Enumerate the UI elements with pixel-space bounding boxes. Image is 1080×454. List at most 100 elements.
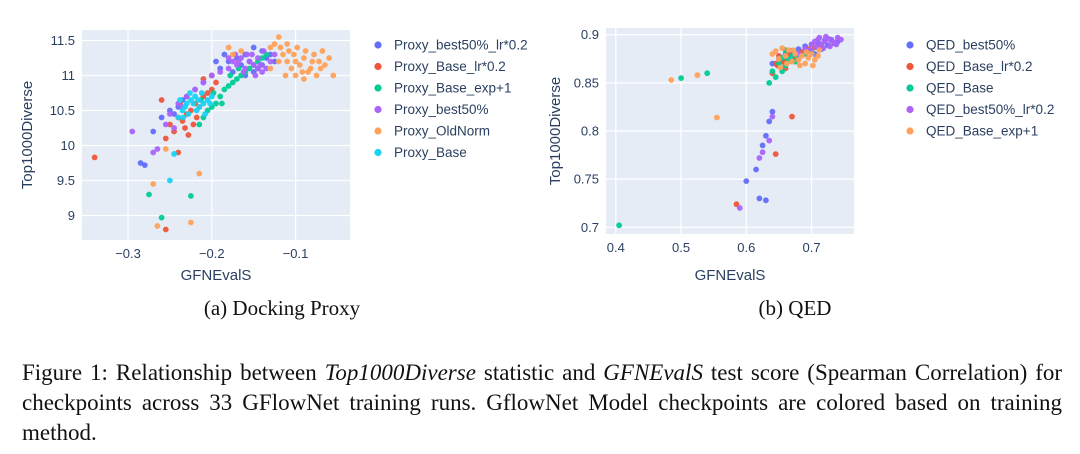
- data-point: [777, 64, 784, 71]
- data-point: [783, 60, 790, 67]
- plot-background: [82, 30, 350, 240]
- data-point: [167, 177, 173, 184]
- y-tick-label: 0.85: [574, 75, 599, 90]
- data-point: [202, 111, 209, 117]
- data-point: [208, 72, 215, 79]
- data-point: [193, 107, 200, 114]
- legend-marker: [374, 127, 382, 135]
- legend-marker: [906, 62, 914, 71]
- data-point: [827, 43, 833, 50]
- x-tick-label: 0.5: [672, 240, 690, 255]
- data-point: [167, 121, 173, 128]
- caption-label: Figure 1:: [22, 360, 108, 385]
- legend-marker: [906, 41, 914, 49]
- caption-part1: Relationship between: [115, 360, 317, 385]
- data-point: [227, 72, 234, 79]
- y-tick-label: 10: [61, 138, 75, 153]
- data-point: [291, 51, 297, 58]
- data-point: [162, 146, 169, 152]
- data-point: [221, 51, 228, 58]
- data-point: [714, 114, 720, 121]
- data-point: [838, 36, 844, 43]
- data-point: [200, 100, 207, 107]
- data-point: [319, 48, 326, 54]
- data-point: [198, 90, 205, 96]
- legend-marker: [374, 41, 382, 49]
- x-axis-label: GFNEvalS: [181, 267, 252, 284]
- caption-part3: test score (Spearman Correlation) for ch…: [22, 360, 1063, 445]
- data-point: [229, 79, 236, 86]
- data-point: [225, 55, 232, 61]
- data-point: [811, 56, 818, 63]
- data-point: [694, 72, 701, 79]
- data-point: [296, 62, 303, 68]
- data-point: [154, 223, 161, 229]
- data-point: [330, 72, 337, 79]
- legend-label: QED_Base_lr*0.2: [926, 59, 1033, 74]
- data-point: [246, 58, 253, 65]
- data-points: [91, 34, 337, 233]
- data-point: [810, 62, 816, 69]
- data-point: [769, 113, 776, 120]
- data-point: [769, 68, 776, 75]
- x-tick-label: 0.7: [803, 240, 821, 255]
- data-point: [250, 62, 257, 68]
- data-point: [255, 55, 261, 61]
- x-tick-label: 0.6: [737, 240, 755, 255]
- data-point: [259, 55, 265, 61]
- data-point: [284, 41, 291, 47]
- data-point: [229, 51, 236, 58]
- data-point: [766, 80, 773, 86]
- data-point: [263, 65, 270, 72]
- data-point: [200, 79, 207, 86]
- data-point: [182, 104, 188, 110]
- data-point: [299, 69, 306, 75]
- data-point: [207, 100, 214, 107]
- data-point: [188, 219, 194, 226]
- data-point: [772, 48, 779, 54]
- data-point: [733, 201, 740, 208]
- legend-label: QED_best50%_lr*0.2: [926, 102, 1054, 117]
- data-point: [158, 97, 165, 103]
- legend-marker: [906, 105, 914, 114]
- data-point: [772, 151, 779, 158]
- legend-label: Proxy_best50%: [394, 102, 489, 117]
- x-tick-label: −0.2: [199, 246, 225, 261]
- x-tick-label: −0.1: [283, 246, 309, 261]
- data-point: [192, 86, 199, 93]
- y-tick-label: 0.75: [574, 172, 599, 187]
- legend-marker: [374, 105, 382, 114]
- data-point: [190, 121, 197, 128]
- data-point: [177, 97, 183, 103]
- data-point: [759, 142, 766, 149]
- data-point: [267, 58, 274, 65]
- data-point: [816, 47, 823, 53]
- data-point: [244, 51, 250, 58]
- data-point: [808, 51, 815, 57]
- data-point: [776, 55, 782, 62]
- data-point: [282, 72, 289, 79]
- data-point: [221, 86, 228, 93]
- y-tick-label: 11.5: [51, 33, 75, 48]
- data-point: [225, 65, 232, 72]
- data-point: [309, 58, 316, 65]
- y-tick-label: 11: [62, 68, 76, 83]
- data-point: [252, 72, 259, 79]
- y-tick-label: 9: [68, 208, 75, 223]
- data-point: [234, 76, 240, 82]
- data-point: [150, 149, 157, 156]
- data-point: [235, 58, 242, 65]
- data-point: [759, 149, 766, 156]
- data-point: [756, 195, 763, 202]
- data-point: [668, 77, 675, 83]
- data-point: [286, 48, 292, 54]
- legend-label: Proxy_Base_exp+1: [394, 81, 511, 96]
- data-point: [167, 111, 173, 117]
- data-point: [802, 60, 808, 67]
- data-point: [195, 97, 202, 103]
- data-point: [185, 111, 192, 117]
- legend-label: Proxy_OldNorm: [394, 124, 490, 139]
- data-point: [833, 41, 840, 48]
- data-point: [766, 118, 773, 125]
